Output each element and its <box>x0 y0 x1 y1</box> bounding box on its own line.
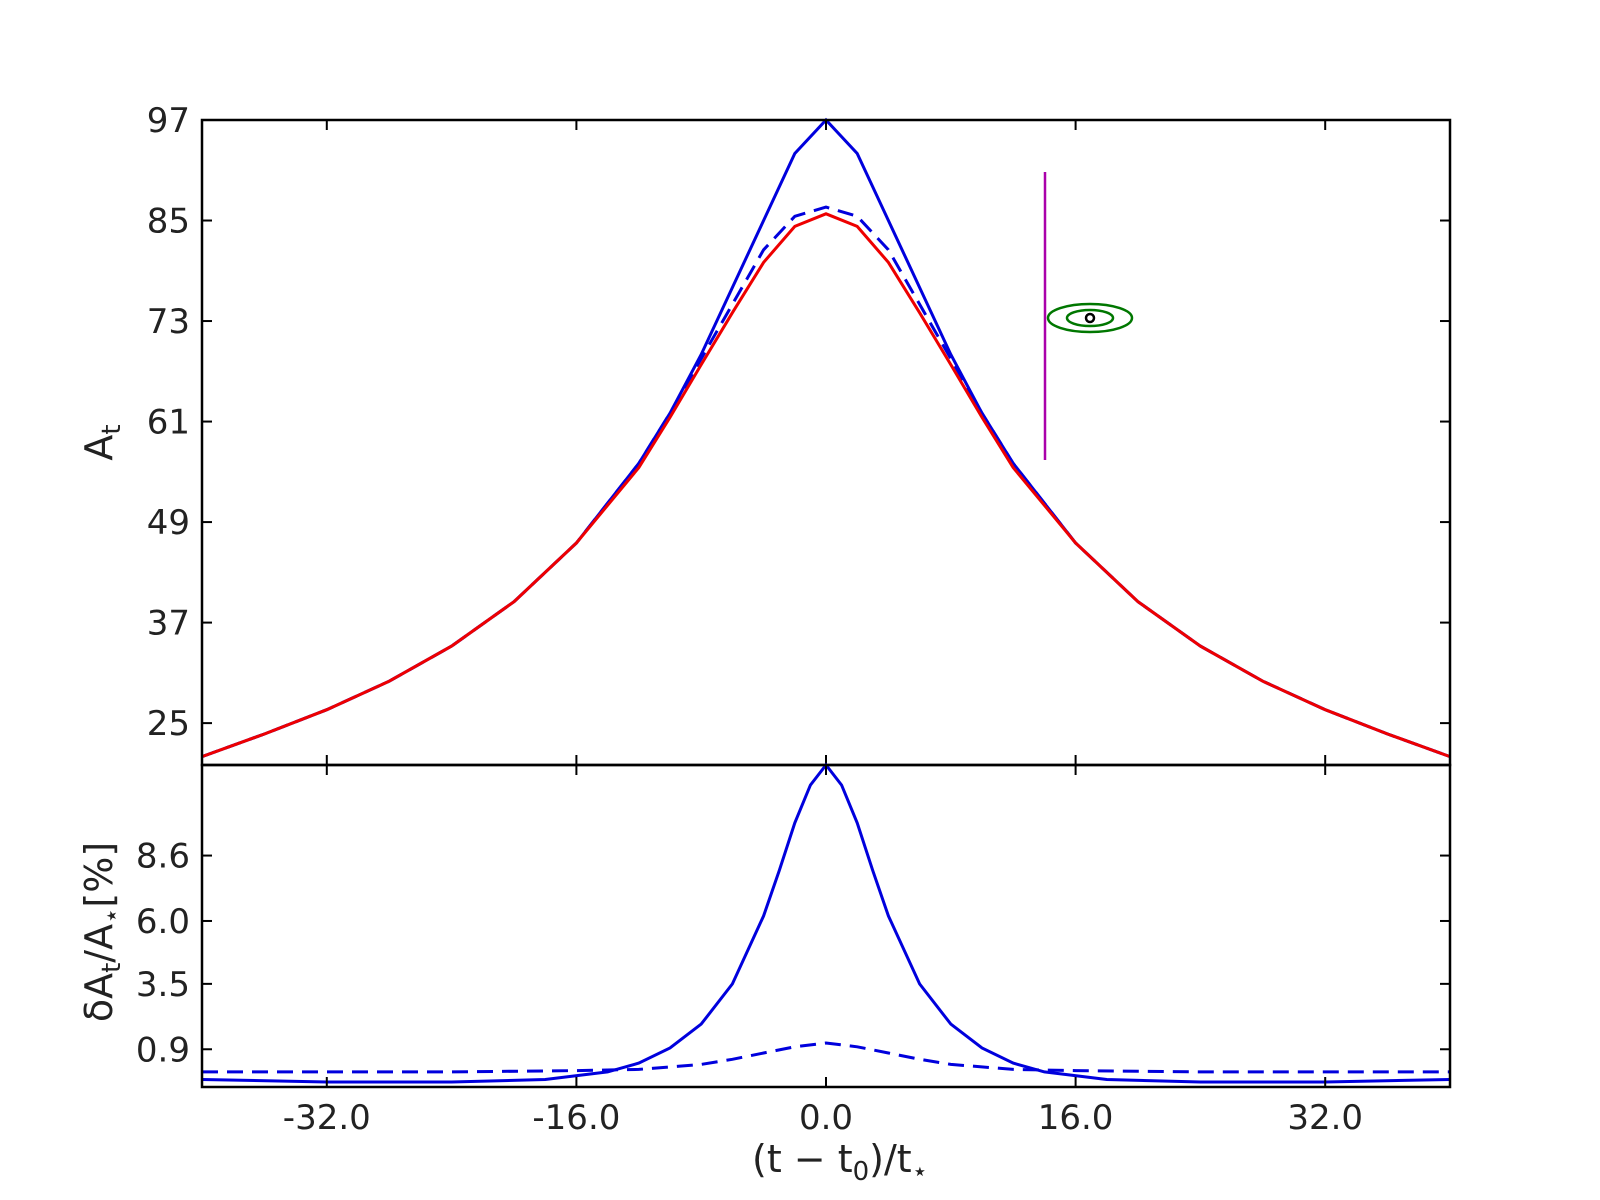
bottom-xtick-label: 32.0 <box>1287 1098 1363 1138</box>
bottom-ticks-group: 0.9 3.5 6.0 8.6 -32.0 -16.0 0.0 16.0 32.0 <box>136 765 1450 1138</box>
top-panel: 25 37 49 61 73 85 97 <box>147 101 1452 767</box>
bottom-ylabel-sub2: ⋆ <box>97 908 127 924</box>
top-series-group <box>201 117 1451 759</box>
bottom-y-axis-label: δAt/A⋆[%] <box>77 842 127 1022</box>
bottom-xtick-label: -16.0 <box>532 1098 620 1138</box>
top-ylabel-main: A <box>77 435 121 461</box>
top-ticks-group: 25 37 49 61 73 85 97 <box>147 101 1450 765</box>
top-ytick-label: 97 <box>147 101 190 141</box>
bottom-axes-frame <box>200 763 1452 1089</box>
bottom-xtick-label: 16.0 <box>1038 1098 1114 1138</box>
top-ytick-label: 37 <box>147 604 190 644</box>
bottom-panel: 0.9 3.5 6.0 8.6 -32.0 -16.0 0.0 16.0 32.0 <box>136 762 1452 1138</box>
top-ylabel-sub: t <box>97 424 127 434</box>
bottom-ylabel-sub: t <box>97 963 127 973</box>
bottom-ytick-label: 0.9 <box>136 1030 190 1070</box>
top-axes-frame <box>200 118 1452 767</box>
bottom-ylabel-mid: /A <box>77 924 121 963</box>
inset-marker-group <box>1043 172 1134 460</box>
x-axis-label: (t − t0)/t⋆ <box>752 1137 928 1187</box>
xlabel-part-1: 0 <box>853 1157 870 1187</box>
bottom-ytick-label: 8.6 <box>136 837 190 877</box>
top-series-1-line <box>201 205 1451 759</box>
bottom-ytick-label: 3.5 <box>136 965 190 1005</box>
top-y-axis-label: At <box>77 424 127 460</box>
bottom-series-1-line <box>202 1041 1450 1074</box>
bottom-xtick-label: -32.0 <box>283 1098 371 1138</box>
xlabel-part-0: (t − t <box>752 1137 853 1181</box>
bottom-xtick-label: 0.0 <box>799 1098 853 1138</box>
bottom-series-0-line <box>201 762 1451 1084</box>
top-ytick-label: 61 <box>147 403 190 443</box>
top-series-2-line <box>201 212 1451 759</box>
top-ytick-label: 73 <box>147 302 190 342</box>
xlabel-part-2: )/t <box>869 1137 912 1181</box>
inset-inner-ellipse <box>1065 308 1115 328</box>
inset-outer-ellipse <box>1046 302 1134 334</box>
xlabel-part-3: ⋆ <box>912 1157 928 1187</box>
bottom-ylabel-main: δA <box>77 973 121 1022</box>
top-ytick-label: 85 <box>147 202 190 242</box>
inset-center-dot <box>1084 312 1096 324</box>
top-ytick-label: 25 <box>147 704 190 744</box>
top-series-0-line <box>201 117 1451 759</box>
bottom-ytick-label: 6.0 <box>136 902 190 942</box>
top-ytick-label: 49 <box>147 503 190 543</box>
bottom-ylabel-end: [%] <box>77 842 121 908</box>
bottom-series-group <box>201 762 1451 1084</box>
